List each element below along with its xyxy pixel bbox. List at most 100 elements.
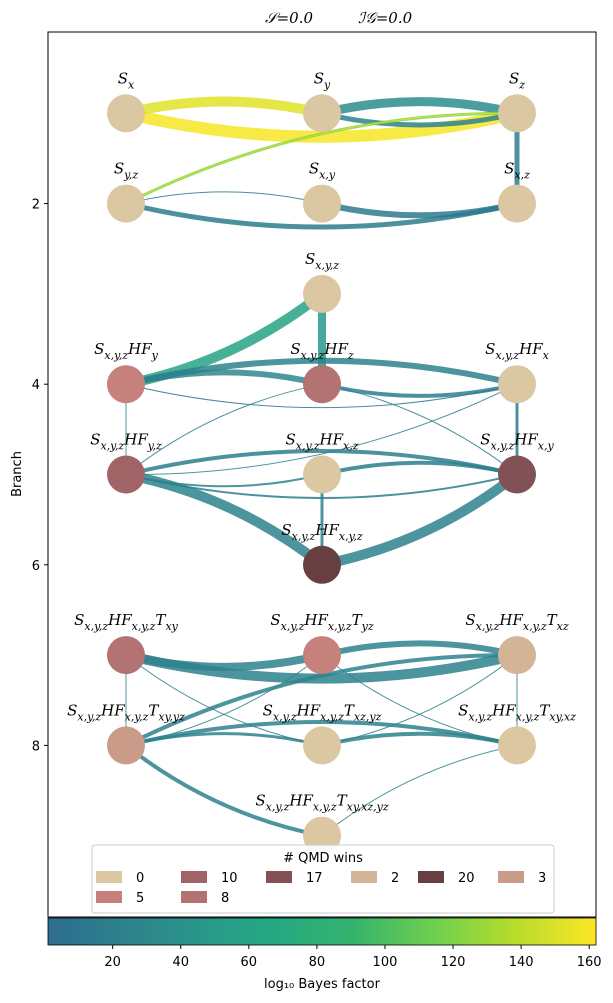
colorbar-label: log₁₀ Bayes factor [264,977,381,992]
legend-label: 2 [391,871,399,886]
legend: # QMD wins 0 10 17 2 20 3 5 8 [91,844,555,914]
edge-Tyz-Txz [319,640,520,659]
edge-Txyyz-Txz [124,653,519,748]
node-label-HFxy: Sx,y,z​HFx,y​ [480,431,554,453]
edge-HFxz-HFxy [320,460,519,477]
node-label-Txyyz: Sx,y,z​HFx,y,z​Txy,yz​ [67,701,185,723]
edge-Sy-Sz [319,110,520,128]
legend-swatch [266,871,292,883]
node-Txyxz [498,726,536,765]
legend-box [91,844,555,914]
node-label-HFz: Sx,y,z​HFz​ [290,340,354,362]
legend-label: 20 [458,871,475,886]
node-label-Sxz: Sx,z​ [504,160,530,182]
stat-ig-label: ℐ𝒢=0.0 [358,9,413,27]
legend-label: 8 [221,891,229,906]
node-label-Txy: Sx,y,z​HFx,y,z​Txy​ [74,611,179,633]
edge-Sy-Sz [317,97,522,118]
legend-swatch [96,891,122,903]
y-tick-label: 6 [32,559,40,574]
node-label-HFxz: Sx,y,z​HFx,z​ [285,431,358,453]
node-Txyyz [107,726,145,765]
legend-swatch [351,871,377,883]
y-axis-label: Branch [10,451,25,497]
colorbar: 20 40 60 80 100 120 140 160 log₁₀ Bayes factor [47,917,602,992]
colorbar-ticks: 20 40 60 80 100 120 140 160 [104,945,602,970]
legend-label: 10 [221,871,238,886]
node-HFxyz [303,545,341,584]
node-HFz [303,365,341,404]
node-HFxz [303,455,341,494]
edge-Txy-Txzyz [125,654,323,746]
node-HFy [107,365,145,404]
legend-title: # QMD wins [283,851,363,866]
edge-HFy-HFx [123,357,520,388]
colorbar-gradient [47,917,597,946]
node-labels-layer: Sx​ Sy​ Sz​ Sy,z​ Sx,y​ Sx,z​ Sx,y,z​ Sx,y,z​HF… [67,69,576,813]
colorbar-tick-label: 80 [309,955,326,970]
edge-Tyz-Txyxz [321,654,518,746]
node-label-Syz: Sy,z​ [114,160,139,182]
legend-swatch [96,871,122,883]
legend-label: 5 [136,891,144,906]
node-Txzyz [303,726,341,765]
nodes-layer [107,94,536,855]
node-label-Tyz: Sx,y,z​HFx,y,z​Tyz​ [270,611,374,633]
legend-swatch [498,871,524,883]
y-tick-label: 2 [32,198,40,213]
edge-Syz-Sxy [125,191,323,205]
node-label-Tall: Sx,y,z​HFx,y,z​Txy,xz,yz​ [255,792,388,814]
legend-label: 3 [538,871,546,886]
node-Syz [107,184,145,223]
node-Txy [107,636,145,675]
legend-label: 17 [306,871,323,886]
node-Sy [303,94,341,133]
y-tick-label: 8 [32,739,40,754]
edge-HFyz-HFz [125,383,323,475]
node-label-HFy: Sx,y,z​HFy​ [94,340,159,362]
node-label-Txz: Sx,y,z​HFx,y,z​Txz​ [465,611,569,633]
node-label-Sy: Sy​ [314,69,331,91]
colorbar-tick-label: 140 [509,955,534,970]
node-label-Sxyz: Sx,y,z​ [305,250,339,272]
node-Sxyz [303,274,341,313]
edges-layer [120,96,523,838]
edge-Txyyz-Tall [124,743,324,838]
edge-Txz-Txzyz [321,654,518,746]
edge-HFxy-HFxyz [317,469,522,570]
edge-HFy-HFx [125,383,518,409]
node-Sz [498,94,536,133]
node-label-Txyxz: Sx,y,z​HFx,y,z​Txy,xz​ [458,701,576,723]
edge-Txzyz-Txyxz [320,731,519,748]
plot-area [47,31,597,918]
colorbar-tick-label: 100 [373,955,398,970]
node-Tyz [303,636,341,675]
legend-swatch [181,871,207,883]
y-ticks: 2 4 6 8 [32,198,48,754]
node-label-HFxyz: Sx,y,z​HFx,y,z​ [281,521,362,543]
node-label-Sx: Sx​ [118,69,135,91]
node-Sxz [498,184,536,223]
legend-swatch [181,891,207,903]
edge-HFz-HFx [320,382,519,398]
node-label-Sz: Sz​ [509,69,525,91]
edge-HFz-HFxy [321,383,518,475]
edge-Txy-Txz [121,650,522,684]
edge-Sx-Sy [121,96,327,119]
colorbar-tick-label: 160 [577,955,602,970]
node-label-Txzyz: Sx,y,z​HFx,y,z​Txz,yz​ [263,701,382,723]
legend-swatch [418,871,444,883]
node-Sxy [303,184,341,223]
colorbar-tick-label: 60 [241,955,258,970]
colorbar-tick-label: 120 [441,955,466,970]
node-label-Sxy: Sx,y​ [309,160,336,182]
edge-Txyxz-Tall [321,744,518,837]
edge-Sxy-Sxz [319,200,520,219]
node-HFx [498,365,536,404]
edge-Syz-Sz [125,112,518,205]
legend-items: 0 10 17 2 20 3 5 8 [96,871,546,906]
node-label-HFx: Sx,y,z​HFx​ [485,340,550,362]
node-Sx [107,94,145,133]
legend-label: 0 [136,871,144,886]
